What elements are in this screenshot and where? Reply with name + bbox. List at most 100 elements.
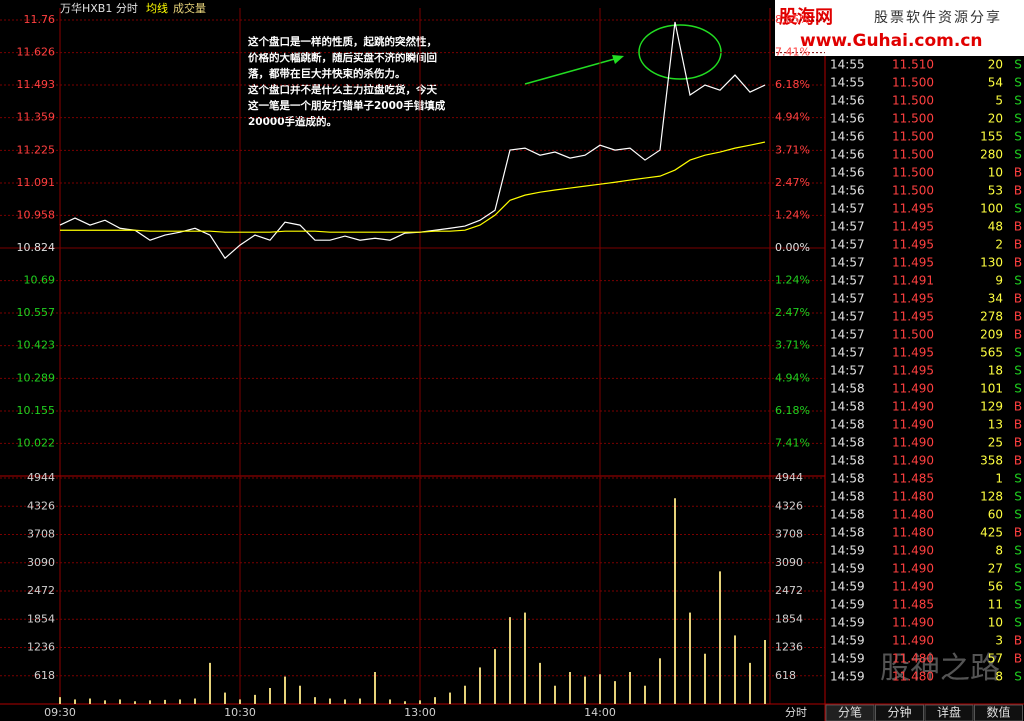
trade-price: 11.500: [892, 76, 934, 90]
tab[interactable]: [825, 704, 875, 721]
tab[interactable]: [974, 704, 1023, 721]
trade-volume: 20: [988, 112, 1003, 126]
volume-tick-label: 618: [775, 669, 796, 682]
trade-time: 14:58: [830, 418, 865, 432]
trade-price: 11.480: [892, 508, 934, 522]
pct-tick-label: 2.47%: [775, 176, 810, 189]
trade-volume: 128: [980, 490, 1003, 504]
x-tick-label: 13:00: [404, 706, 436, 719]
trade-time: 14:56: [830, 166, 865, 180]
tab-label[interactable]: 数值: [986, 705, 1010, 720]
average-line: [60, 141, 766, 233]
trade-volume: 130: [980, 256, 1003, 270]
trade-volume: 3: [995, 634, 1003, 648]
trade-side: B: [1014, 526, 1022, 540]
trade-volume: 13: [988, 418, 1003, 432]
volume-tick-label: 3090: [27, 556, 55, 569]
annotation-line: 这个盘口并不是什么主力拉盘吃货，今天: [248, 83, 437, 96]
trade-time: 14:58: [830, 436, 865, 450]
y-tick-label: 11.76: [24, 13, 56, 26]
trade-price: 11.490: [892, 382, 934, 396]
trade-side: B: [1014, 310, 1022, 324]
y-tick-label: 10.423: [17, 339, 56, 352]
volume-tick-label: 4326: [775, 499, 803, 512]
tab-label[interactable]: 分钟: [887, 705, 911, 720]
trade-price: 11.490: [892, 616, 934, 630]
trade-price: 11.500: [892, 184, 934, 198]
trade-volume: 27: [988, 562, 1003, 576]
trade-price: 11.485: [892, 598, 934, 612]
trade-time: 14:59: [830, 652, 865, 666]
legend-entry: 成交量: [173, 1, 206, 15]
trade-volume: 1: [995, 472, 1003, 486]
trade-volume: 57: [988, 652, 1003, 666]
tab[interactable]: [875, 704, 924, 721]
volume-tick-label: 618: [34, 669, 55, 682]
pct-tick-label: 7.41%: [775, 46, 810, 59]
trade-price: 11.485: [892, 472, 934, 486]
trade-volume: 10: [988, 166, 1003, 180]
trade-time: 14:59: [830, 562, 865, 576]
pct-tick-label: 0.00%: [775, 241, 810, 254]
trade-volume: 129: [980, 400, 1003, 414]
trade-price: 11.495: [892, 346, 934, 360]
trade-time: 14:57: [830, 274, 865, 288]
trade-volume: 54: [988, 76, 1003, 90]
trade-time: 14:57: [830, 220, 865, 234]
trade-time: 14:57: [830, 364, 865, 378]
trade-volume: 60: [988, 508, 1003, 522]
y-tick-label: 10.289: [17, 371, 56, 384]
trade-side: S: [1014, 130, 1022, 144]
pct-tick-label: 2.47%: [775, 306, 810, 319]
trade-volume: 53: [988, 184, 1003, 198]
volume-tick-label: 3090: [775, 556, 803, 569]
trade-volume: 8: [995, 670, 1003, 684]
trade-volume: 2: [995, 238, 1003, 252]
trade-side: S: [1014, 58, 1022, 72]
annotation-line: 20000手造成的。: [248, 115, 337, 128]
trade-side: S: [1014, 202, 1022, 216]
volume-tick-label: 4944: [775, 471, 803, 484]
trade-time: 14:57: [830, 328, 865, 342]
legend-entry: 均线: [146, 1, 168, 15]
trade-time: 14:58: [830, 454, 865, 468]
trade-volume: 280: [980, 148, 1003, 162]
trade-price: 11.495: [892, 220, 934, 234]
trade-time: 14:57: [830, 292, 865, 306]
trade-price: 11.480: [892, 490, 934, 504]
trade-side: S: [1014, 580, 1022, 594]
trade-side: B: [1014, 436, 1022, 450]
trade-price: 11.500: [892, 130, 934, 144]
trade-volume: 25: [988, 436, 1003, 450]
trade-side: S: [1014, 346, 1022, 360]
volume-tick-label: 3708: [27, 528, 55, 541]
trade-time: 14:57: [830, 238, 865, 252]
trade-side: B: [1014, 400, 1022, 414]
trade-volume: 18: [988, 364, 1003, 378]
watermark: 股神之路: [880, 651, 1000, 686]
tab-label[interactable]: 分笔: [838, 705, 862, 720]
chart-title: 万华HXB1 分时: [60, 1, 138, 15]
trade-side: B: [1014, 454, 1022, 468]
trade-price: 11.500: [892, 166, 934, 180]
trade-side: B: [1014, 652, 1022, 666]
trade-volume: 9: [995, 274, 1003, 288]
trade-time: 14:55: [830, 76, 865, 90]
trade-volume: 100: [980, 202, 1003, 216]
pct-tick-label: 4.94%: [775, 371, 810, 384]
trade-volume: 20: [988, 58, 1003, 72]
trade-side: S: [1014, 94, 1022, 108]
trade-time: 14:56: [830, 148, 865, 162]
trade-price: 11.495: [892, 238, 934, 252]
trade-time: 14:58: [830, 472, 865, 486]
trade-side: B: [1014, 184, 1022, 198]
trade-side: B: [1014, 418, 1022, 432]
trade-price: 11.495: [892, 256, 934, 270]
trade-price: 11.480: [892, 526, 934, 540]
tab[interactable]: [924, 704, 974, 721]
volume-tick-label: 2472: [775, 584, 803, 597]
pct-tick-label: 1.24%: [775, 208, 810, 221]
pct-tick-label: 6.18%: [775, 404, 810, 417]
tab-label[interactable]: 详盘: [937, 705, 961, 720]
